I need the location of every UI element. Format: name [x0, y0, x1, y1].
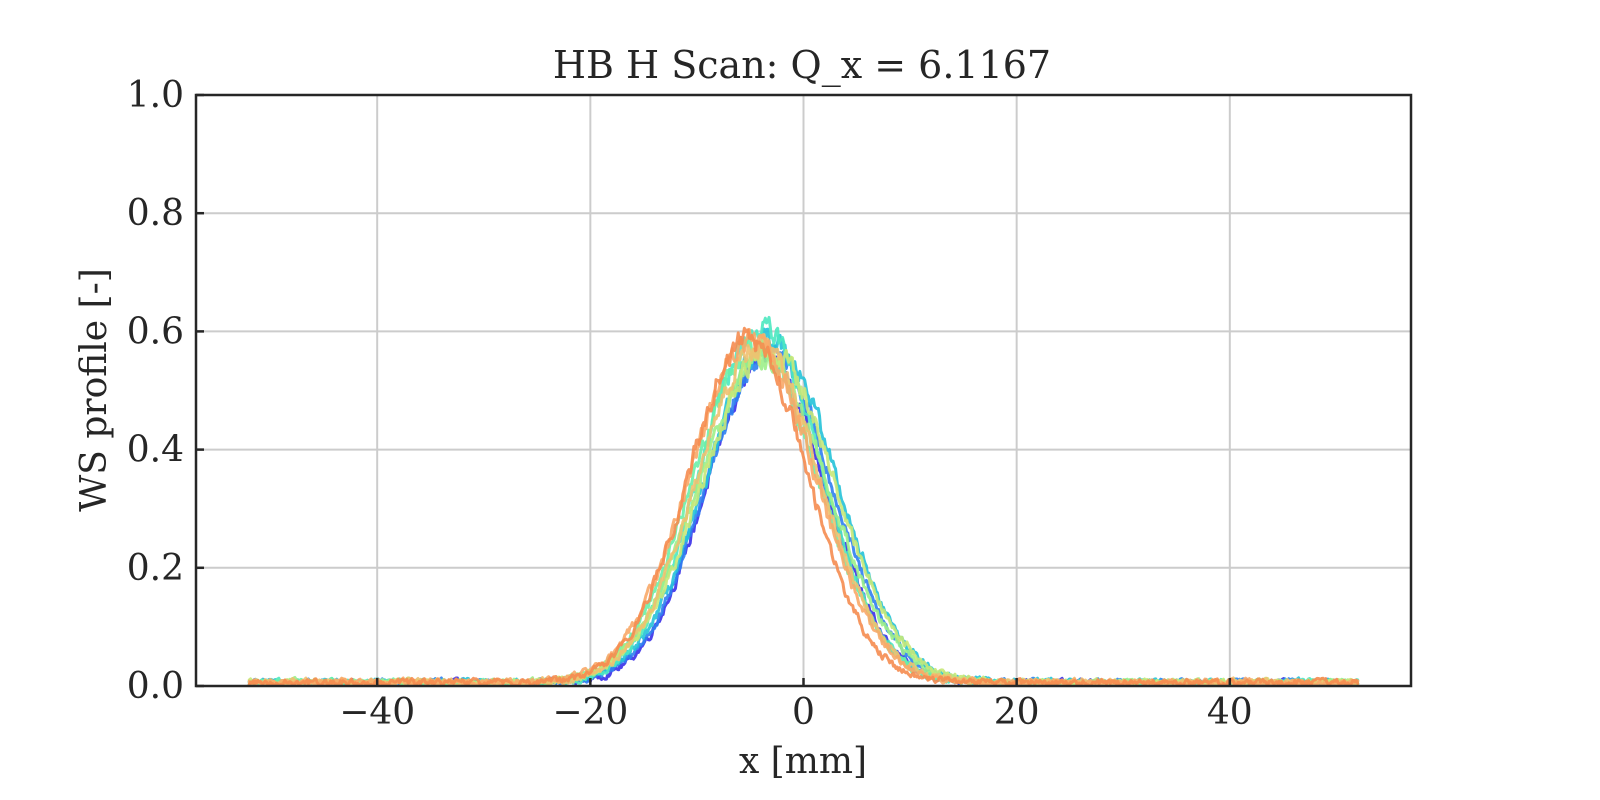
y-tick-label: 0.4: [127, 430, 184, 471]
x-axis-label: x [mm]: [739, 741, 867, 782]
y-tick-label: 0.2: [127, 548, 184, 589]
chart-title: HB H Scan: Q_x = 6.1167: [553, 43, 1051, 88]
x-tick-label: 20: [994, 692, 1040, 733]
tick-layer: −40 −20 0 20 40 0.0 0.2 0.4 0.6 0.8 1.0: [127, 75, 1253, 733]
x-tick-label: 0: [792, 692, 815, 733]
y-axis-label: WS profile [-]: [74, 268, 115, 512]
x-tick-label: −20: [552, 692, 628, 733]
y-tick-label: 0.8: [127, 193, 184, 234]
series-line-10: [247, 326, 1360, 687]
y-tick-label: 0.6: [127, 311, 184, 352]
y-tick-label: 1.0: [127, 75, 184, 116]
x-tick-label: −40: [339, 692, 415, 733]
x-tick-label: 40: [1207, 692, 1253, 733]
series-layer: [247, 315, 1360, 687]
y-tick-label: 0.0: [127, 666, 184, 707]
